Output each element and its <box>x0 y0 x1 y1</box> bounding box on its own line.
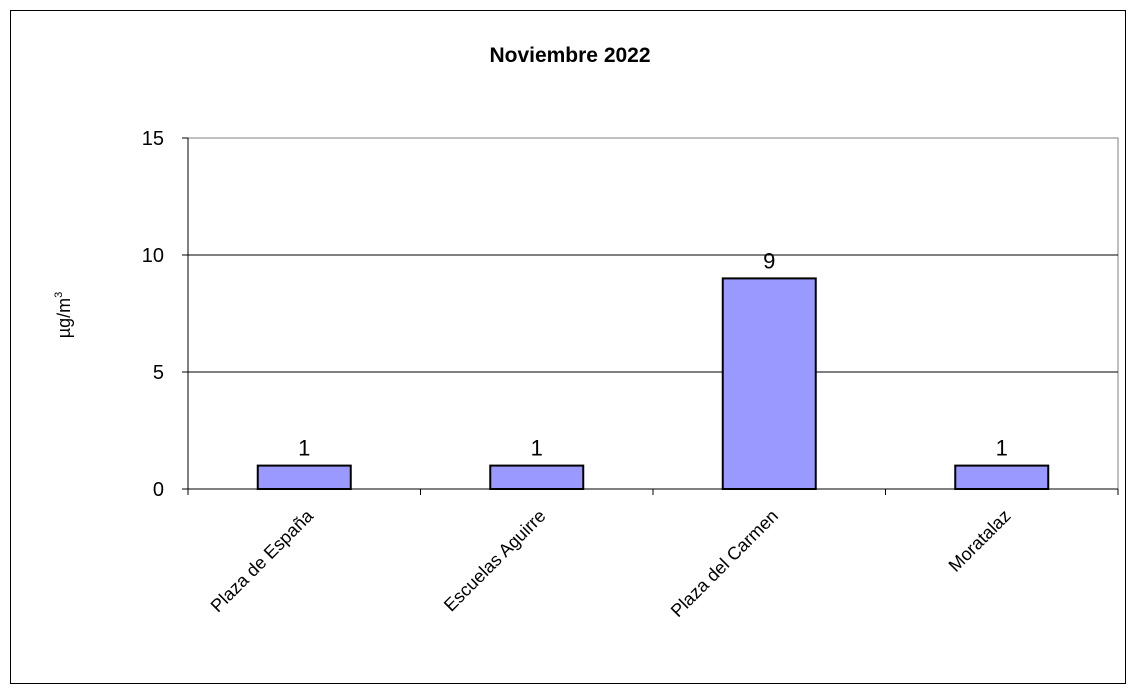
plot-area: 0 5 10 15 1 Plaza de España 1 Escuelas Aguirre 9… <box>142 128 1119 621</box>
bar <box>489 464 585 491</box>
x-category-label: Plaza de España <box>207 505 318 616</box>
chart-frame <box>10 10 1126 684</box>
y-axis-label: µg/m3 <box>53 292 74 339</box>
y-axis-label-superscript: 3 <box>53 292 65 298</box>
x-category-label: Moratalaz <box>945 506 1015 576</box>
x-category-label: Escuelas Aguirre <box>440 506 550 616</box>
y-tick-label: 10 <box>142 245 164 267</box>
bar <box>721 277 817 490</box>
data-label: 1 <box>996 436 1008 461</box>
data-label: 9 <box>763 248 775 273</box>
y-axis-label-unit: µg/m <box>54 298 74 338</box>
y-tick-label: 0 <box>153 479 164 501</box>
y-tick-label: 5 <box>153 362 164 384</box>
bar <box>954 464 1050 491</box>
plot-border <box>187 137 1119 490</box>
y-tick-label: 15 <box>142 128 164 150</box>
data-label: 1 <box>298 436 310 461</box>
bar <box>256 464 352 491</box>
data-label: 1 <box>531 436 543 461</box>
chart-title: Noviembre 2022 <box>489 44 650 67</box>
x-category-label: Plaza del Carmen <box>667 506 782 621</box>
